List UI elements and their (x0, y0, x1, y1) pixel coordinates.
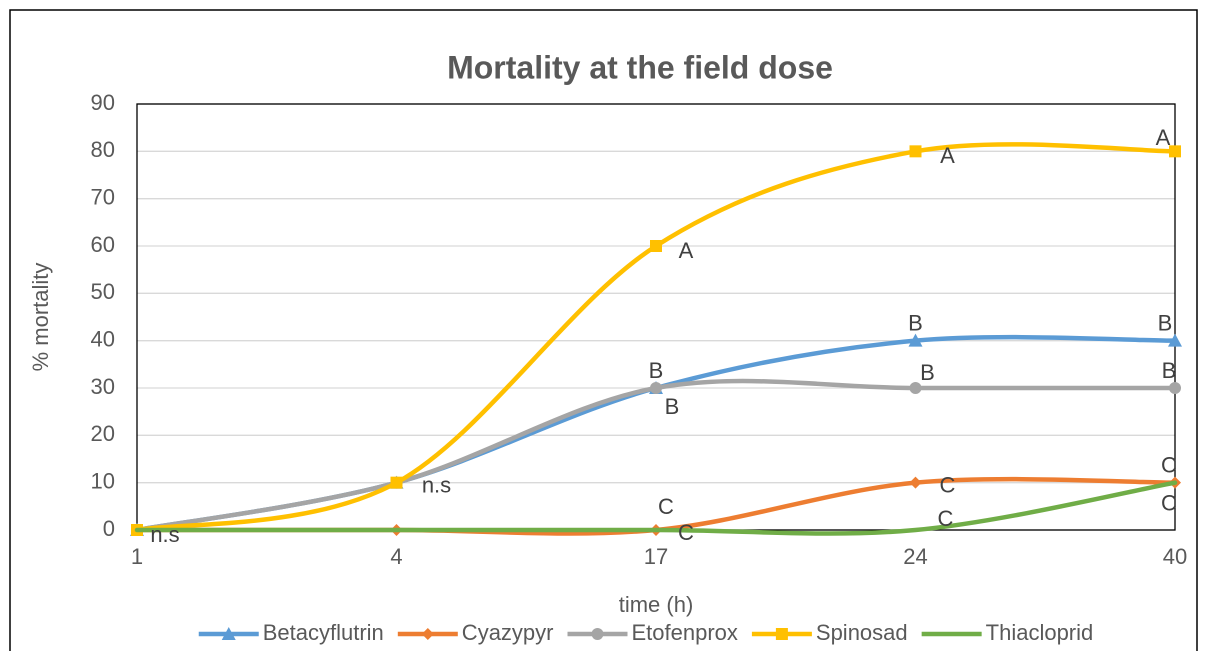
point-label: A (1156, 125, 1171, 150)
marker (909, 145, 922, 158)
point-label: C (1161, 452, 1177, 477)
series-line (134, 480, 1178, 536)
x-tick-label: 1 (131, 544, 143, 569)
point-label: B (665, 394, 680, 419)
marker (908, 333, 923, 347)
point-label: C (940, 472, 956, 497)
legend-item: Cyazypyr (397, 620, 554, 645)
chart-title: Mortality at the field dose (447, 49, 833, 85)
legend-item: Spinosad (751, 620, 908, 645)
y-tick-label: 30 (91, 374, 115, 399)
point-label: C (938, 506, 954, 531)
legend-item: Betacyflutrin (198, 620, 384, 645)
marker (1168, 333, 1182, 347)
y-tick-label: 70 (91, 184, 115, 209)
marker (1169, 382, 1181, 394)
x-tick-label: 40 (1163, 544, 1187, 569)
point-label: C (678, 520, 694, 545)
y-tick-label: 20 (91, 421, 115, 446)
marker (909, 476, 922, 489)
x-tick-label: 4 (390, 544, 402, 569)
point-label: B (908, 310, 923, 335)
y-tick-label: 50 (91, 279, 115, 304)
marker (909, 382, 922, 394)
legend: Betacyflutrin Cyazypyr Etofenprox Spinosad T… (198, 620, 1094, 645)
legend-item: Etofenprox (567, 620, 738, 645)
point-label: n.s (422, 472, 451, 497)
legend-label: Betacyflutrin (263, 620, 384, 645)
y-tick-label: 90 (91, 90, 115, 115)
y-tick-label: 40 (91, 326, 115, 351)
y-tick-label: 60 (91, 232, 115, 257)
x-tick-label: 24 (903, 544, 927, 569)
marker (421, 628, 434, 640)
marker (650, 382, 662, 394)
x-axis-label: time (h) (619, 592, 694, 617)
marker (591, 628, 604, 640)
chart-border (9, 9, 1198, 651)
x-tick-label: 17 (644, 544, 668, 569)
marker (650, 240, 662, 252)
legend-item: Thiacloprid (921, 620, 1094, 645)
legend-label: Thiacloprid (986, 620, 1094, 645)
point-label: A (940, 143, 955, 168)
legend-label: Cyazypyr (462, 620, 554, 645)
legend-label: Etofenprox (631, 620, 737, 645)
y-tick-label: 0 (103, 516, 115, 541)
marker (775, 628, 788, 640)
point-label: B (1162, 358, 1177, 383)
point-label: n.s (150, 522, 179, 547)
point-label: B (1158, 310, 1173, 335)
y-tick-label: 10 (91, 468, 115, 493)
marker (390, 476, 403, 489)
legend-label: Spinosad (816, 620, 908, 645)
point-label: C (1161, 490, 1177, 515)
point-label: C (658, 494, 674, 519)
marker (221, 627, 236, 640)
point-label: B (920, 360, 935, 385)
y-tick-label: 80 (91, 137, 115, 162)
marker (1169, 145, 1181, 158)
y-axis-label: % mortality (28, 263, 53, 372)
point-label: A (679, 238, 694, 263)
point-label: B (649, 358, 664, 383)
